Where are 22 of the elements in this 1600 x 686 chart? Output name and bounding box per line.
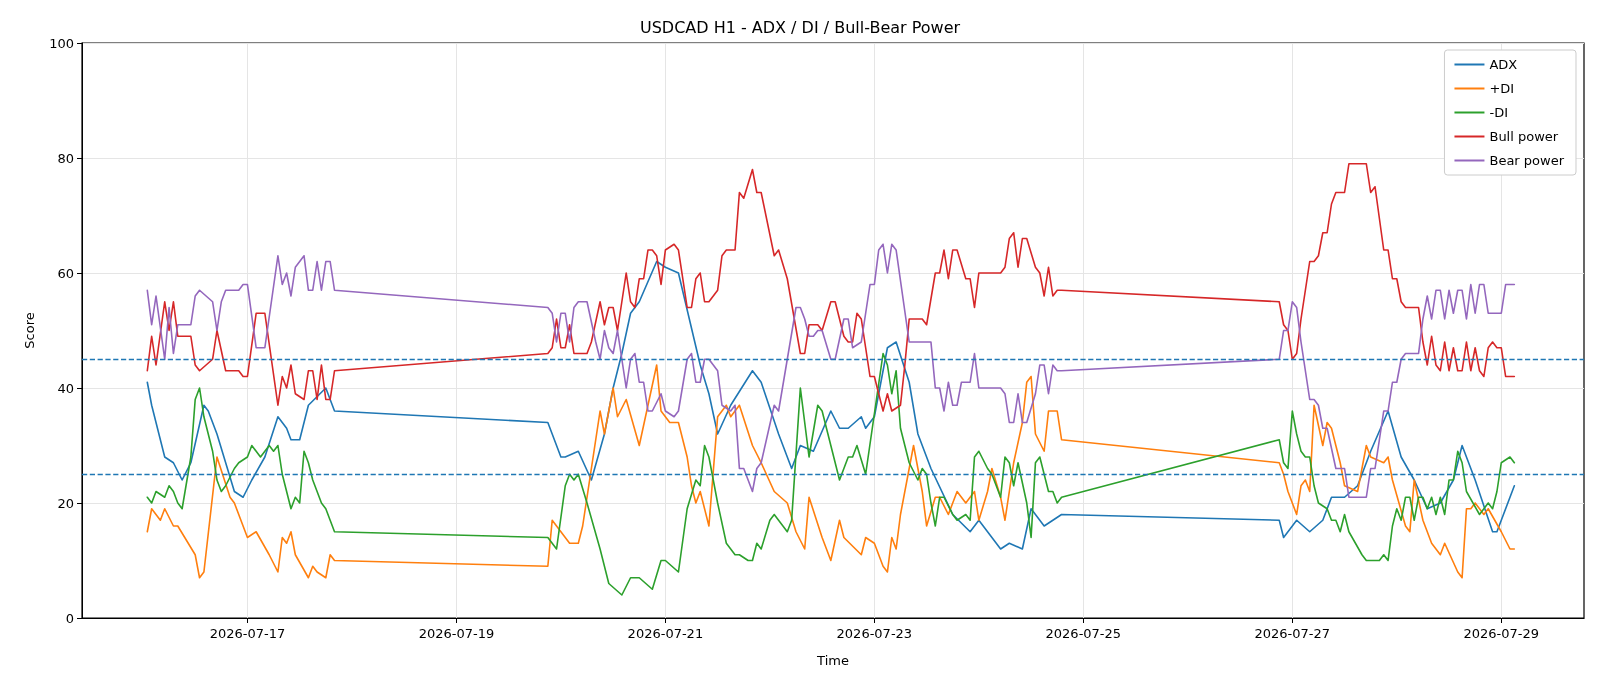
y-axis-title: Score <box>22 312 37 349</box>
x-tick-label: 2026-07-27 <box>1254 626 1331 641</box>
line-series <box>146 243 1516 499</box>
y-tick-label: 40 <box>57 380 74 396</box>
legend-label: ADX <box>1489 57 1518 72</box>
x-tick-label: 2026-07-23 <box>836 626 913 641</box>
y-tick-label: 80 <box>57 150 74 166</box>
x-tick-label: 2026-07-21 <box>627 626 704 641</box>
legend-label: -DI <box>1489 105 1509 120</box>
y-tick-label: 60 <box>57 265 74 281</box>
x-tick-label: 2026-07-25 <box>1045 626 1122 641</box>
legend-label: Bull power <box>1489 129 1559 144</box>
x-tick-label: 2026-07-19 <box>418 626 495 641</box>
legend-label: +DI <box>1489 81 1515 96</box>
chart-title: USDCAD H1 - ADX / DI / Bull-Bear Power <box>639 17 961 37</box>
y-tick-label: 0 <box>65 610 74 626</box>
y-tick-label: 20 <box>57 495 74 511</box>
x-axis-title: Time <box>816 653 849 668</box>
x-tick-label: 2026-07-29 <box>1463 626 1540 641</box>
y-tick-label: 100 <box>49 35 74 51</box>
x-tick-label: 2026-07-17 <box>209 626 286 641</box>
legend-label: Bear power <box>1489 153 1565 168</box>
